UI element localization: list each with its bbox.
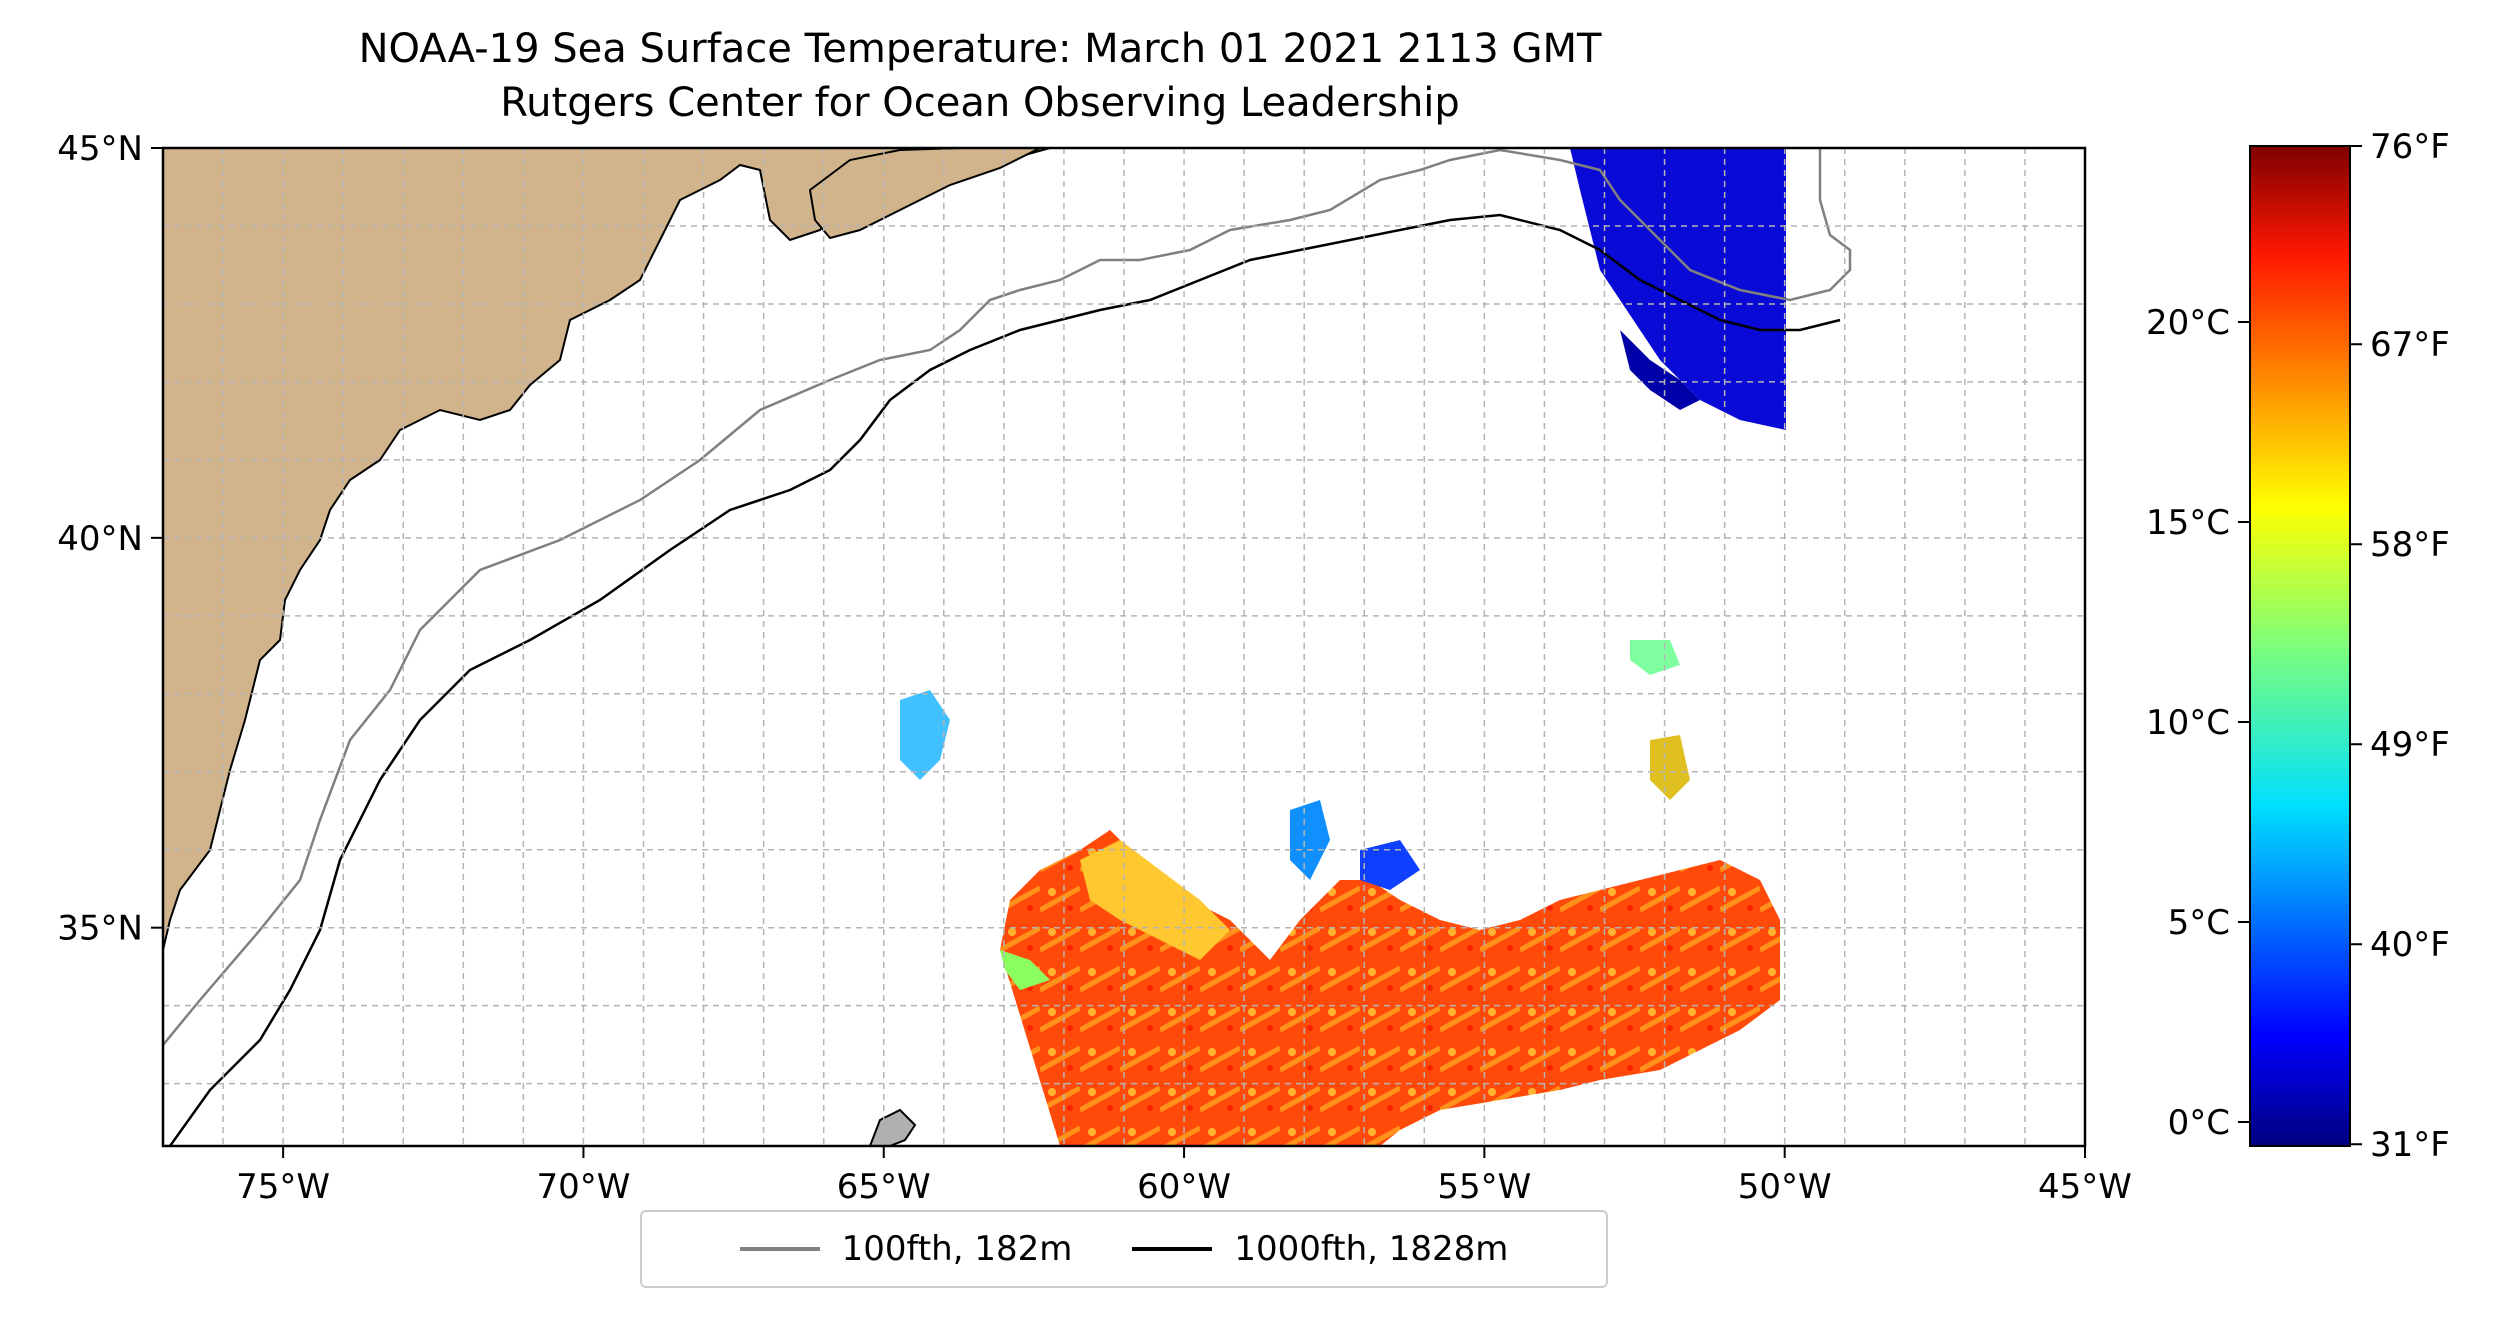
lat-tick-label: 45°N: [57, 129, 143, 169]
title-line-1: NOAA-19 Sea Surface Temperature: March 0…: [358, 26, 1602, 72]
celsius-tick-label: 10°C: [2146, 703, 2230, 743]
fahrenheit-tick-label: 58°F: [2370, 525, 2450, 565]
legend-label-100fth: 100fth, 182m: [841, 1229, 1073, 1269]
lon-tick-label: 55°W: [1437, 1167, 1531, 1207]
lat-axis: 45°N 40°N 35°N: [57, 129, 163, 949]
legend-entry-1000fth: 1000fth, 1828m: [1132, 1229, 1508, 1269]
celsius-tick-label: 0°C: [2168, 1103, 2230, 1143]
map-title: NOAA-19 Sea Surface Temperature: March 0…: [0, 22, 1960, 130]
sst-warm-west: [1080, 840, 1230, 960]
map-frame: [161, 146, 2087, 1148]
legend-swatch-black: [1132, 1247, 1213, 1251]
colorbar-celsius-ticks: 0°C 5°C 10°C 15°C 20°C: [2146, 303, 2250, 1143]
lon-tick-label: 45°W: [2038, 1167, 2132, 1207]
fahrenheit-tick-label: 67°F: [2370, 325, 2450, 365]
fahrenheit-tick-label: 76°F: [2370, 127, 2450, 167]
sst-cold-fringe: [1620, 330, 1700, 410]
map-grid: [163, 148, 2085, 1146]
seamount-contour: [869, 1108, 917, 1146]
celsius-tick-label: 15°C: [2146, 503, 2230, 543]
isobath-100fth-line: [163, 148, 1852, 1046]
legend-entry-100fth: 100fth, 182m: [739, 1229, 1073, 1269]
isobath-1000fth-line: [168, 213, 1841, 1146]
lon-tick-label: 70°W: [536, 1167, 630, 1207]
fahrenheit-tick-label: 40°F: [2370, 925, 2450, 965]
lat-tick-label: 40°N: [57, 519, 143, 559]
lon-tick-label: 60°W: [1137, 1167, 1231, 1207]
celsius-tick-label: 5°C: [2168, 903, 2230, 943]
colorbar-fahrenheit-ticks: 31°F 40°F 49°F 58°F 67°F 76°F: [2350, 127, 2450, 1165]
land-nova-scotia: [808, 148, 1041, 240]
legend-label-1000fth: 1000fth, 1828m: [1234, 1229, 1509, 1269]
map-area: [163, 148, 1852, 1146]
sst-cold-patch: [1570, 148, 1786, 430]
lon-tick-label: 50°W: [1738, 1167, 1832, 1207]
fahrenheit-tick-label: 49°F: [2370, 725, 2450, 765]
lat-tick-label: 35°N: [57, 909, 143, 949]
sst-yellow-patch: [1650, 735, 1690, 800]
celsius-tick-label: 20°C: [2146, 303, 2230, 343]
land-mainland: [163, 148, 1051, 951]
sst-cyan-patch-1: [900, 690, 950, 780]
lon-tick-label: 65°W: [837, 1167, 931, 1207]
colorbar: [2249, 145, 2351, 1147]
title-line-2: Rutgers Center for Ocean Observing Leade…: [500, 80, 1460, 126]
legend-swatch-gray: [739, 1247, 820, 1251]
sst-green-patch: [1630, 640, 1680, 675]
sst-blue-patch: [1360, 840, 1420, 890]
legend: 100fth, 182m 1000fth, 1828m: [640, 1210, 1608, 1288]
fahrenheit-tick-label: 31°F: [2370, 1125, 2450, 1165]
lon-axis: 75°W 70°W 65°W 60°W 55°W 50°W 45°W: [236, 1146, 2132, 1207]
lon-tick-label: 75°W: [236, 1167, 330, 1207]
sst-cyan-patch-2: [1290, 800, 1330, 880]
sst-green-edge: [1000, 950, 1050, 990]
